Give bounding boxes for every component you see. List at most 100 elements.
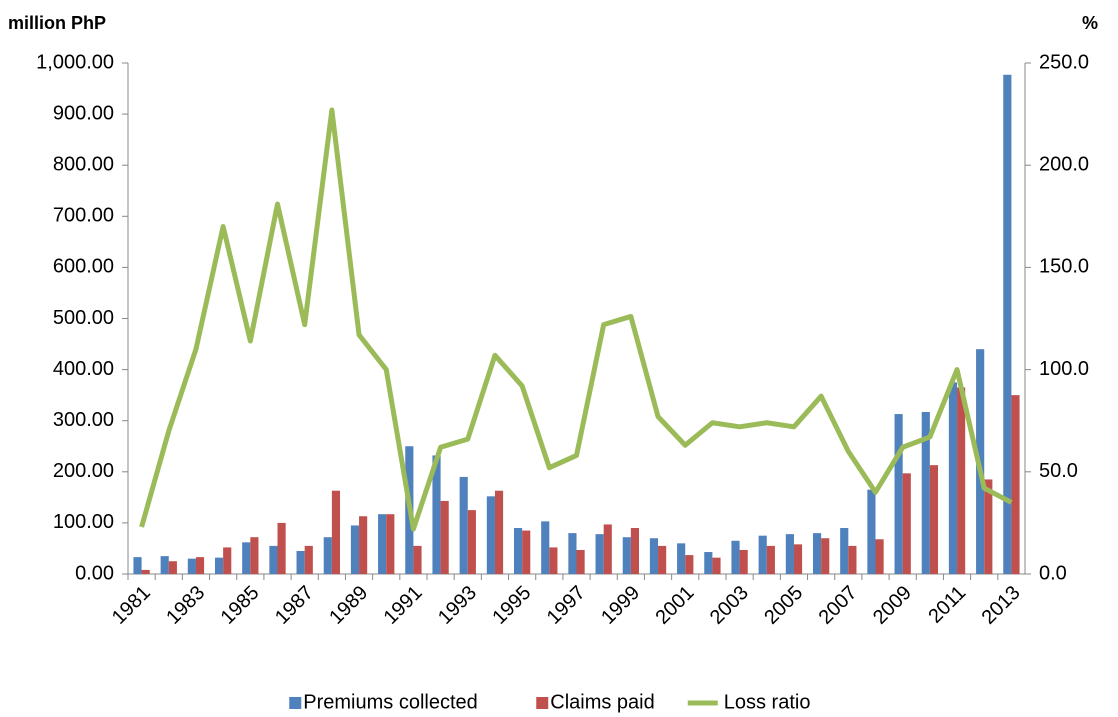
bar [948, 382, 958, 574]
bar [386, 514, 395, 574]
bar [195, 557, 205, 574]
bar [277, 522, 286, 574]
legend-label: Claims paid [550, 691, 654, 713]
line [139, 107, 1013, 532]
bar [758, 535, 767, 574]
y2-tick-label: 50.0 [1039, 460, 1078, 482]
y-tick-label: 400.00 [53, 358, 114, 380]
bar [160, 556, 169, 574]
bar [576, 549, 585, 574]
bar [378, 514, 387, 574]
bar [359, 516, 368, 574]
x-tick-label: 1983 [162, 582, 209, 629]
bar [603, 524, 612, 574]
x-tick-label: 2007 [815, 582, 862, 629]
x-tick-label: 1995 [488, 582, 535, 629]
x-tick-label: 2011 [924, 582, 970, 628]
bar [214, 557, 224, 574]
bar [731, 540, 740, 574]
x-tick-label: 1981 [108, 582, 155, 629]
bar [677, 543, 686, 574]
bar [902, 473, 911, 574]
bar [921, 412, 930, 574]
y-tick-label: 900.00 [53, 102, 114, 124]
bar [242, 542, 251, 574]
x-tick-label: 1993 [434, 582, 481, 629]
x-tick-label: 1997 [543, 582, 590, 629]
bar [1003, 74, 1012, 575]
x-tick-label: 2003 [706, 582, 753, 629]
bar [250, 537, 259, 574]
bar [304, 545, 313, 574]
x-tick-label: 1991 [380, 582, 427, 629]
bar [459, 476, 468, 574]
x-tick-label: 2001 [651, 582, 698, 629]
bar [894, 414, 903, 574]
x-tick-label: 2013 [978, 582, 1025, 629]
y2-tick-label: 100.0 [1039, 358, 1089, 380]
y-tick-label: 700.00 [53, 205, 114, 227]
x-tick-label: 1999 [597, 582, 644, 629]
bar [323, 537, 332, 574]
bar [875, 539, 884, 574]
legend-swatch [289, 697, 302, 709]
y-tick-label: 200.00 [53, 460, 114, 482]
bar [840, 528, 849, 574]
bar [223, 547, 232, 574]
bar [350, 525, 360, 574]
bar [549, 547, 558, 574]
bar [867, 489, 876, 574]
y-tick-label: 0.00 [75, 562, 114, 584]
bar [712, 557, 721, 574]
x-tick-label: 2009 [869, 582, 916, 629]
y-tick-label: 100.00 [53, 511, 114, 533]
y2-tick-label: 200.0 [1039, 153, 1089, 175]
bar [494, 490, 504, 574]
bar [513, 528, 523, 574]
bar [269, 545, 278, 574]
x-tick-label: 1989 [325, 582, 372, 629]
bar [296, 551, 305, 574]
bar [595, 534, 604, 574]
y-tick-label: 1,000.00 [36, 51, 114, 73]
bar [331, 490, 341, 574]
bar [486, 496, 495, 574]
bar [168, 561, 177, 574]
y-tick-label: 800.00 [53, 153, 114, 175]
bar [812, 533, 822, 574]
legend-swatch [536, 697, 549, 709]
legend-label: Loss ratio [724, 691, 811, 713]
bar [141, 569, 150, 574]
y2-tick-label: 0.0 [1039, 562, 1067, 584]
y-tick-label: 500.00 [53, 307, 114, 329]
legend-label: Premiums collected [303, 691, 478, 713]
bar [739, 549, 748, 574]
bar [133, 557, 142, 574]
bar [685, 555, 694, 574]
bar [821, 538, 830, 574]
y2-tick-label: 250.0 [1039, 51, 1089, 73]
bar [704, 552, 713, 574]
bar [793, 544, 803, 574]
x-tick-label: 1985 [217, 582, 264, 629]
bar [413, 545, 422, 574]
y2-tick-label: 150.0 [1039, 256, 1089, 278]
bar [785, 534, 794, 574]
bar [440, 500, 449, 574]
y-tick-label: 300.00 [53, 409, 114, 431]
y2-axis-title: % [1082, 13, 1098, 33]
bar [766, 545, 775, 574]
x-tick-label: 2005 [760, 582, 807, 629]
bar [658, 545, 667, 574]
bar [541, 521, 550, 574]
bar [187, 558, 196, 574]
bar [957, 387, 966, 574]
y-axis-title: million PhP [8, 13, 106, 33]
bar [622, 537, 631, 574]
bar [568, 533, 577, 574]
bar [649, 538, 659, 574]
y-tick-label: 600.00 [53, 256, 114, 278]
bar [630, 528, 640, 574]
bar [522, 530, 531, 574]
